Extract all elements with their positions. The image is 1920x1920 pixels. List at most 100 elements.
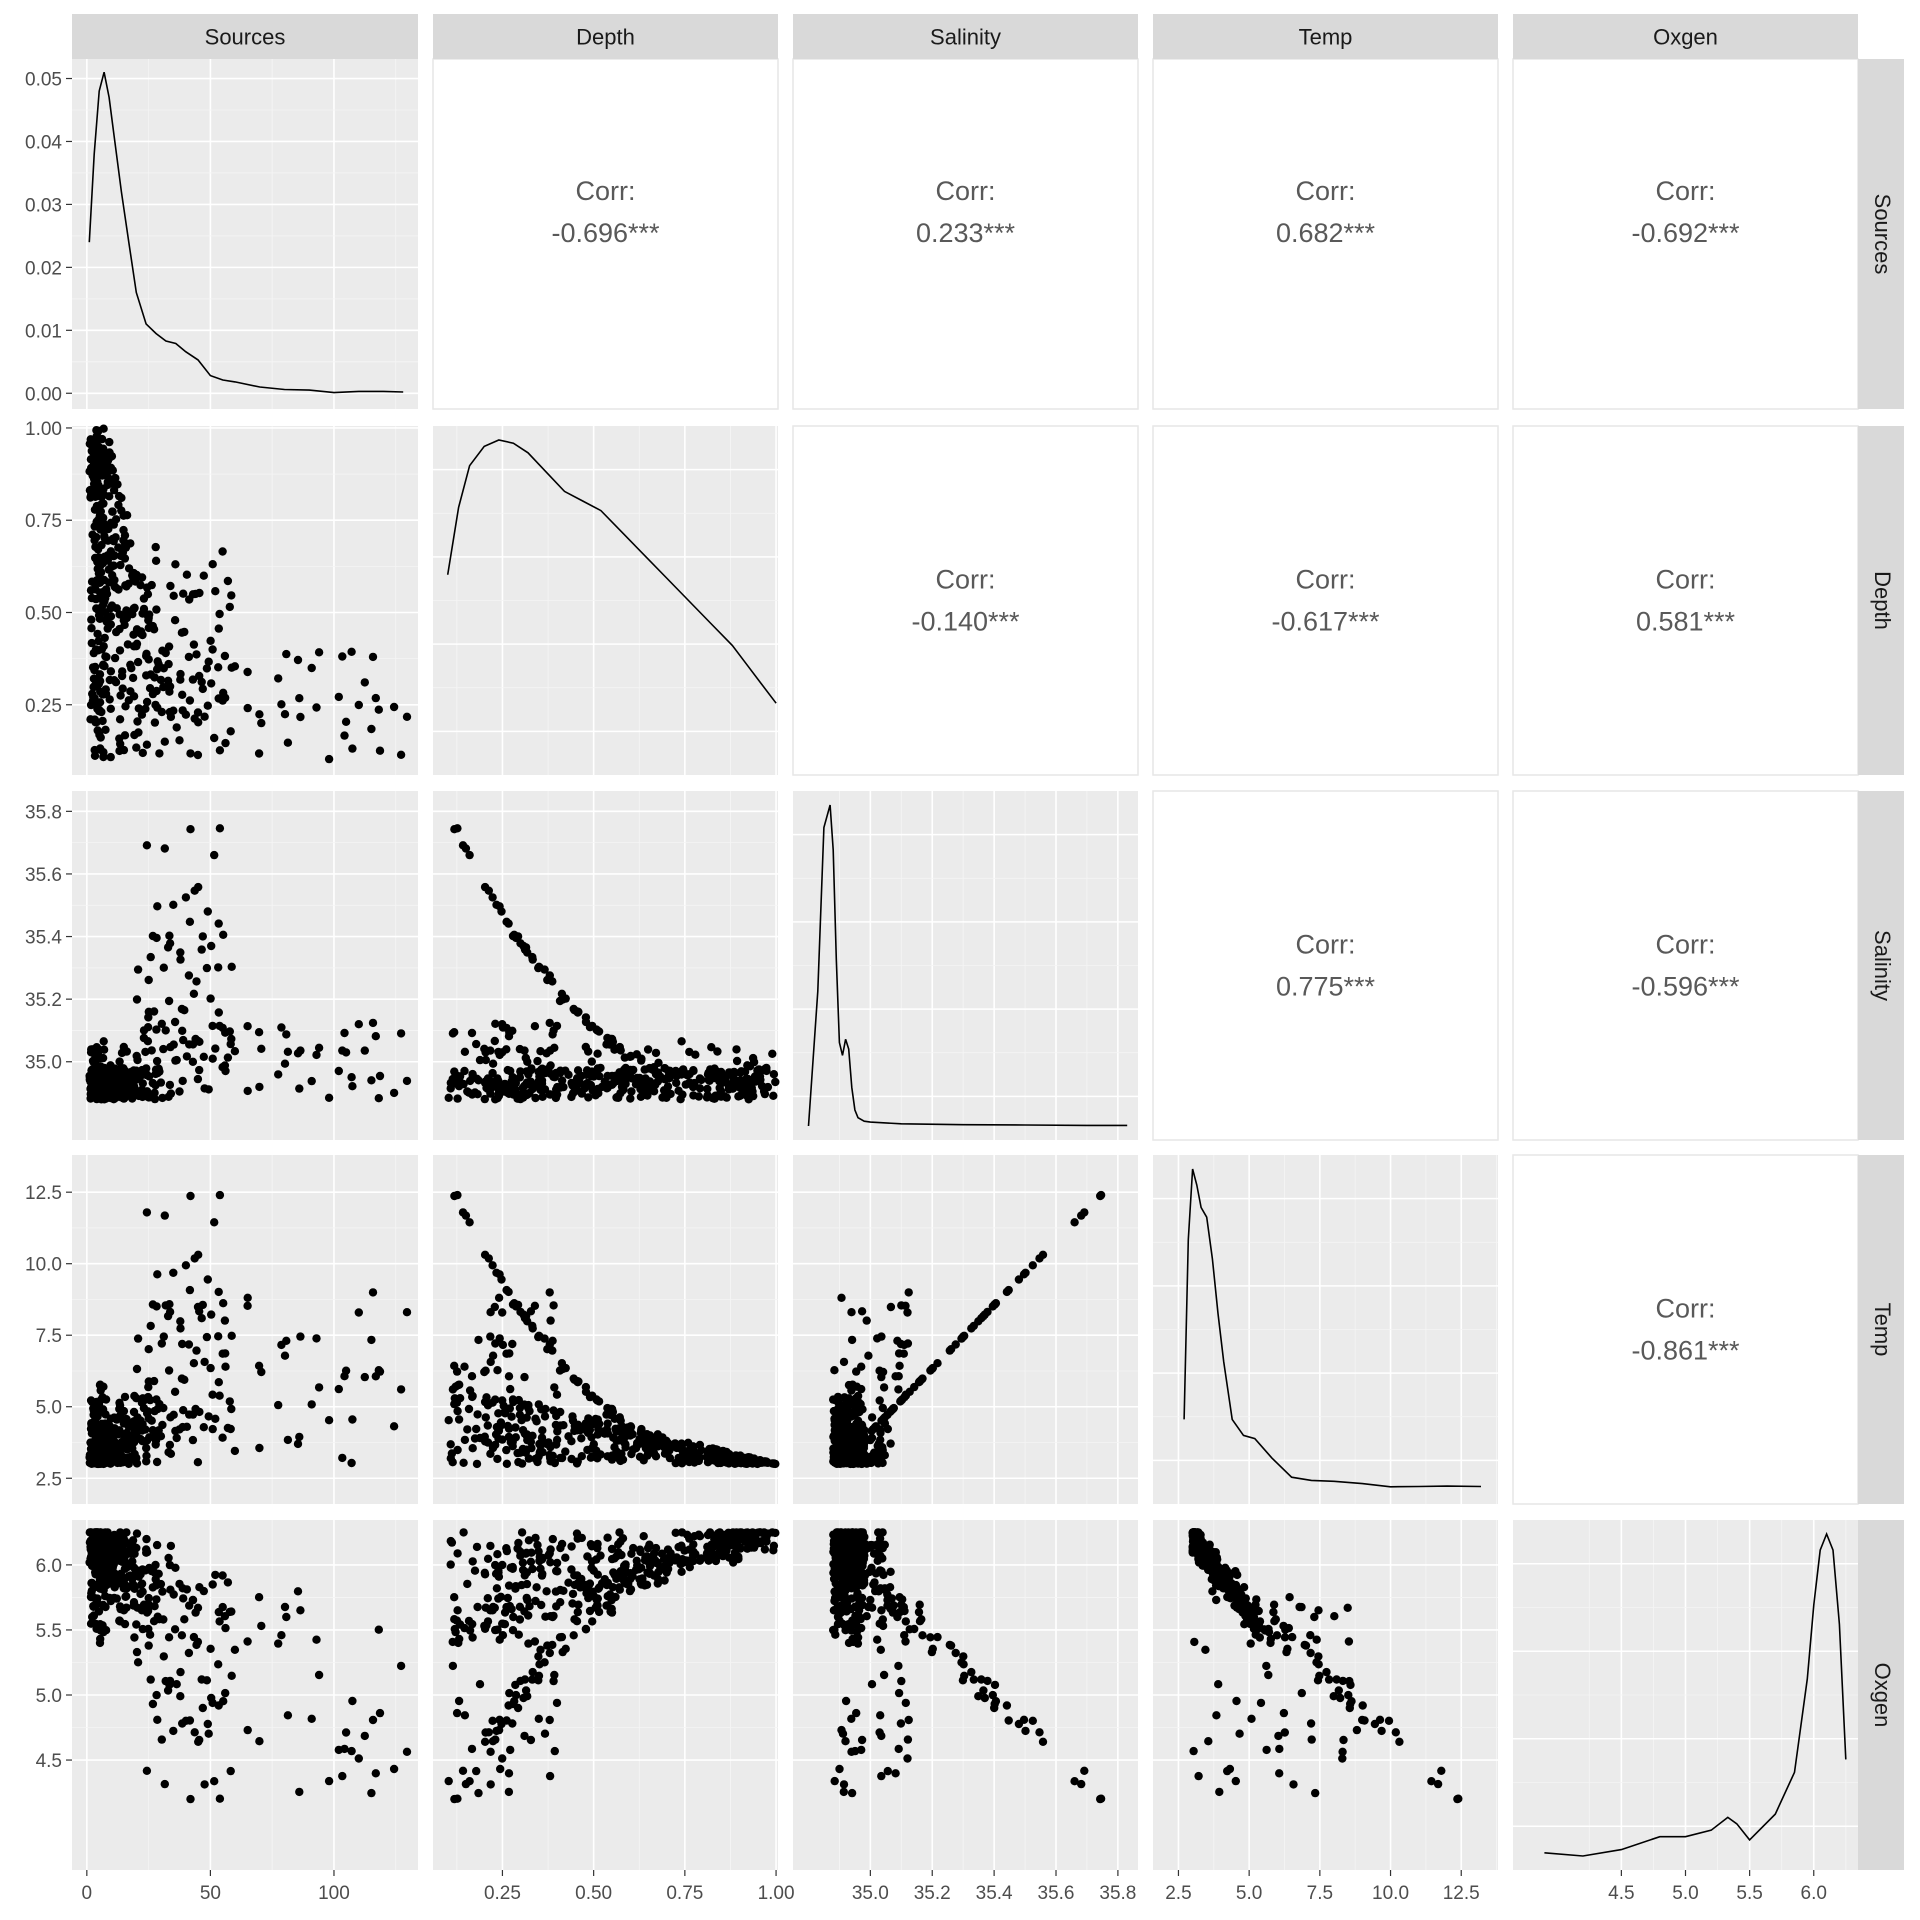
scatter-point	[616, 1567, 625, 1576]
scatter-point	[587, 1057, 596, 1066]
scatter-point	[99, 1045, 109, 1054]
scatter-point	[152, 1690, 161, 1700]
scatter-point	[195, 1583, 204, 1592]
scatter-point	[474, 1788, 483, 1798]
scatter-point	[901, 1390, 910, 1399]
scatter-point	[230, 1446, 240, 1456]
scatter-point	[88, 1045, 98, 1054]
corr-value: 0.233***	[916, 218, 1016, 248]
scatter-point	[105, 437, 114, 447]
scatter-point	[592, 1446, 601, 1455]
scatter-point	[145, 1433, 154, 1442]
scatter-point	[589, 1440, 598, 1449]
scatter-point	[744, 1095, 753, 1104]
scatter-point	[97, 540, 106, 550]
scatter-point	[226, 1039, 235, 1049]
scatter-point	[897, 1676, 906, 1686]
scatter-point	[367, 1076, 376, 1085]
scatter-point	[458, 841, 468, 850]
scatter-point	[513, 932, 523, 941]
scatter-point	[181, 1261, 191, 1270]
scatter-point	[230, 1645, 240, 1655]
scatter-point	[255, 710, 264, 719]
scatter-point	[480, 1570, 490, 1579]
scatter-point	[110, 1576, 119, 1585]
scatter-point	[724, 1080, 733, 1089]
scatter-point	[206, 1644, 215, 1654]
scatter-point	[218, 1571, 227, 1580]
scatter-point	[570, 1571, 579, 1580]
scatter-point	[360, 678, 369, 687]
scatter-point	[105, 1593, 114, 1603]
scatter-point	[136, 1434, 145, 1444]
scatter-point	[204, 1729, 213, 1738]
scatter-point	[464, 1616, 474, 1626]
scatter-point	[927, 1647, 937, 1657]
scatter-point	[504, 1769, 514, 1778]
scatter-point	[99, 1071, 108, 1080]
scatter-point	[255, 1082, 264, 1092]
scatter-point	[480, 1044, 489, 1054]
scatter-point	[472, 1459, 482, 1469]
scatter-point	[552, 1698, 562, 1708]
scatter-point	[679, 1065, 688, 1074]
scatter-point	[460, 1066, 469, 1076]
scatter-point	[651, 1452, 661, 1461]
scatter-point	[475, 1055, 485, 1065]
scatter-point	[221, 1623, 230, 1633]
scatter-point	[837, 1293, 846, 1303]
scatter-point	[870, 1423, 879, 1433]
scatter-point	[146, 1321, 155, 1331]
scatter-point	[567, 1542, 576, 1551]
scatter-point	[847, 1714, 856, 1724]
scatter-point	[223, 1578, 233, 1587]
scatter-point	[115, 715, 125, 724]
scatter-point	[348, 1082, 357, 1091]
scatter-point	[521, 1686, 531, 1695]
scatter-point	[534, 1400, 543, 1409]
scatter-point	[867, 1563, 876, 1573]
scatter-point	[900, 1631, 909, 1640]
scatter-point	[193, 750, 203, 760]
scatter-point	[465, 1076, 475, 1086]
scatter-point	[516, 939, 525, 948]
scatter-point	[164, 996, 174, 1006]
scatter-point	[138, 748, 147, 758]
scatter-point	[280, 1059, 290, 1068]
scatter-point	[117, 545, 127, 554]
scatter-point	[593, 1454, 602, 1463]
scatter-point	[102, 1450, 111, 1460]
corr-value: 0.775***	[1276, 972, 1376, 1002]
scatter-point	[841, 1443, 850, 1453]
scatter-point	[1019, 1715, 1029, 1725]
scatter-point	[607, 1608, 617, 1617]
scatter-point	[221, 1688, 230, 1698]
scatter-point	[852, 1708, 861, 1718]
scatter-point	[152, 665, 162, 674]
scatter-point	[132, 1051, 141, 1061]
scatter-point	[88, 696, 98, 706]
scatter-point	[536, 1446, 545, 1456]
scatter-point	[877, 1332, 886, 1341]
scatter-point	[517, 1091, 526, 1100]
scatter-point	[102, 652, 111, 662]
scatter-point	[526, 1307, 536, 1316]
scatter-point	[199, 1052, 208, 1062]
scatter-point	[878, 1615, 887, 1624]
scatter-point	[94, 636, 103, 646]
scatter-point	[771, 1077, 780, 1087]
scatter-point	[494, 1434, 503, 1443]
scatter-point	[122, 1047, 131, 1056]
scatter-point	[837, 1580, 847, 1590]
scatter-point	[243, 1293, 252, 1303]
scatter-point	[502, 1445, 511, 1455]
scatter-point	[506, 1563, 515, 1572]
scatter-point	[101, 725, 110, 734]
scatter-point	[524, 1639, 533, 1648]
scatter-point	[360, 1731, 369, 1741]
scatter-point	[526, 1557, 536, 1567]
scatter-point	[846, 1604, 856, 1614]
scatter-point	[354, 1019, 363, 1029]
scatter-point	[472, 1542, 482, 1552]
scatter-point	[190, 1254, 199, 1263]
